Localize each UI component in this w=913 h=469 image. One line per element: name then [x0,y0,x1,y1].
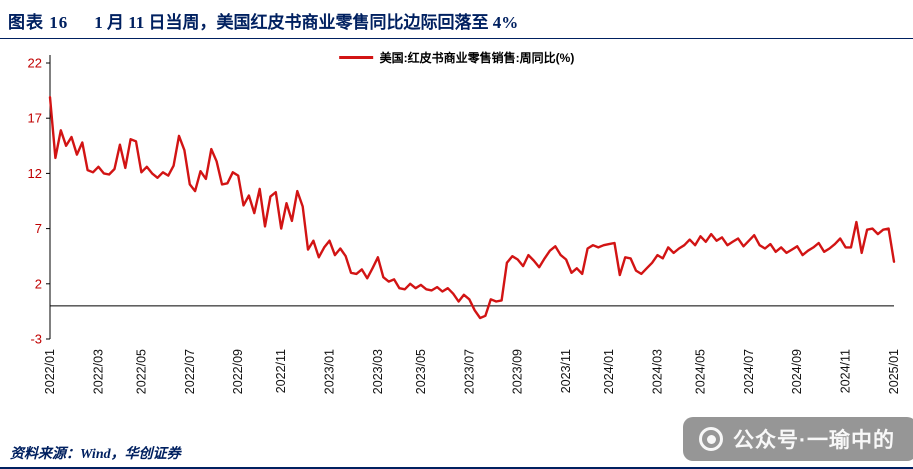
svg-text:2022/01: 2022/01 [43,349,57,394]
svg-text:2022/05: 2022/05 [134,349,148,394]
svg-text:2023/09: 2023/09 [511,349,525,394]
camera-icon [699,427,723,451]
svg-text:2: 2 [35,276,42,291]
svg-text:2024/07: 2024/07 [742,349,756,394]
figure-footer: 资料来源：Wind，华创证券 [0,438,913,467]
svg-text:2022/07: 2022/07 [183,349,197,394]
svg-text:-3: -3 [30,332,42,347]
watermark: 公众号·一瑜中的 [683,417,913,461]
svg-text:7: 7 [35,221,42,236]
svg-text:17: 17 [28,111,42,126]
figure-label: 图表 16 [8,13,69,32]
svg-text:2024/05: 2024/05 [694,349,708,394]
legend-label: 美国:红皮书商业零售销售:周同比(%) [379,51,575,65]
svg-text:2024/01: 2024/01 [602,349,616,394]
watermark-text: 公众号·一瑜中的 [733,429,895,452]
chart-legend: 美国:红皮书商业零售销售:周同比(%) [338,49,575,66]
svg-text:2024/11: 2024/11 [839,349,853,393]
svg-text:2023/11: 2023/11 [559,349,573,393]
svg-text:22: 22 [28,56,42,71]
svg-text:2025/01: 2025/01 [887,349,901,394]
source-text: 资料来源：Wind，华创证券 [10,446,181,462]
svg-text:2022/11: 2022/11 [274,349,288,393]
chart-area: 美国:红皮书商业零售销售:周同比(%) 22 17 12 7 2 -3 2022/01 202… [0,39,913,438]
svg-text:2024/03: 2024/03 [651,349,665,394]
svg-text:2023/07: 2023/07 [462,349,476,394]
svg-text:2022/03: 2022/03 [91,349,105,394]
svg-text:2023/03: 2023/03 [371,349,385,394]
legend-line-swatch [338,56,373,59]
svg-text:2022/09: 2022/09 [231,349,245,394]
svg-text:12: 12 [28,166,42,181]
svg-text:2023/01: 2023/01 [323,349,337,394]
figure-header: 图表 16 1 月 11 日当周，美国红皮书商业零售同比边际回落至 4% [0,0,913,39]
figure-title: 1 月 11 日当周，美国红皮书商业零售同比边际回落至 4% [94,13,519,32]
svg-text:2023/05: 2023/05 [414,349,428,394]
svg-text:2024/09: 2024/09 [790,349,804,394]
